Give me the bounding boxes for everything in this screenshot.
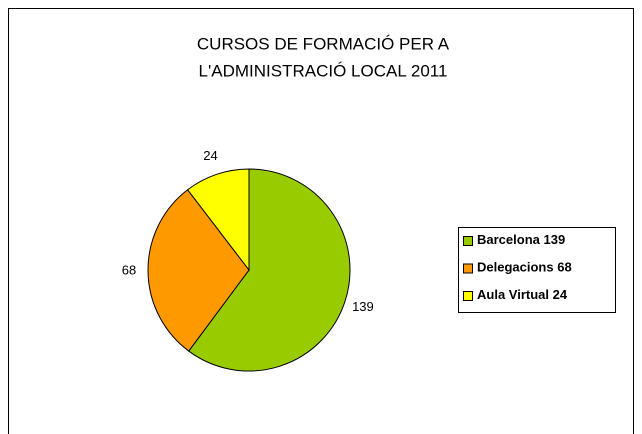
legend-swatch [463, 236, 473, 246]
data-label: 139 [352, 299, 374, 314]
legend-name: Delegacions [477, 260, 554, 275]
chart-title: CURSOS DE FORMACIÓ PER A [197, 34, 450, 53]
data-label: 68 [122, 262, 136, 277]
legend-swatch [463, 291, 473, 301]
legend-box [458, 227, 616, 313]
legend-value: 68 [557, 260, 571, 275]
data-label: 24 [203, 148, 217, 163]
legend-name: Barcelona [477, 232, 541, 247]
legend-label: Delegacions 68 [477, 260, 572, 275]
chart-title: L'ADMINISTRACIÓ LOCAL 2011 [199, 61, 448, 80]
pie-slice [188, 168, 351, 372]
legend-label: Barcelona 139 [477, 232, 565, 247]
pie-slice [147, 189, 250, 352]
legend-swatch [463, 263, 473, 274]
legend-value: 139 [544, 232, 566, 247]
pie-slice [186, 168, 250, 272]
legend-value: 24 [553, 287, 568, 302]
legend-label: Aula Virtual 24 [477, 287, 568, 302]
legend-name: Aula Virtual [477, 287, 549, 302]
